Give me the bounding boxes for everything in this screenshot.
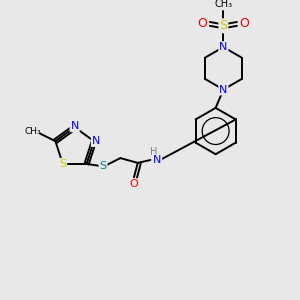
Text: H: H	[149, 147, 157, 157]
Text: S: S	[100, 161, 106, 171]
Text: N: N	[219, 85, 228, 94]
Text: O: O	[130, 179, 138, 189]
Text: O: O	[197, 17, 207, 30]
Text: N: N	[219, 42, 228, 52]
Text: CH₃: CH₃	[25, 127, 41, 136]
Text: CH₃: CH₃	[214, 0, 232, 9]
Text: N: N	[153, 155, 161, 165]
Text: S: S	[219, 19, 227, 32]
Text: N: N	[92, 136, 100, 146]
Text: N: N	[70, 121, 79, 131]
Text: S: S	[59, 159, 66, 169]
Text: O: O	[240, 17, 250, 30]
